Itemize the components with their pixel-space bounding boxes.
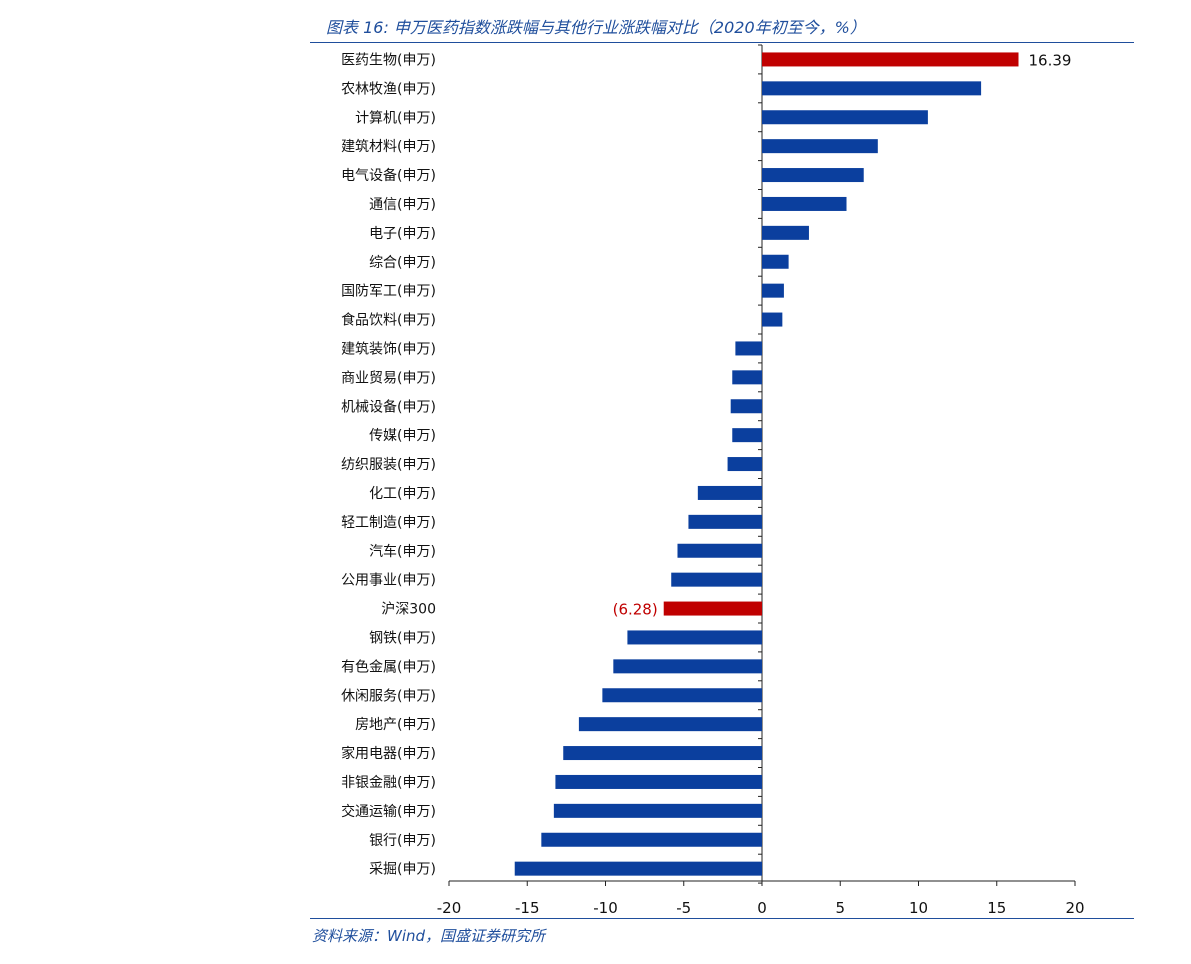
bar xyxy=(762,312,783,327)
x-tick-label: 10 xyxy=(909,899,928,917)
category-label: 传媒(申万) xyxy=(369,428,436,444)
bar xyxy=(732,428,762,443)
x-tick-label: -10 xyxy=(593,899,618,917)
bar xyxy=(762,52,1019,67)
category-label: 轻工制造(申万) xyxy=(341,515,436,531)
bar xyxy=(732,370,762,385)
bar xyxy=(613,659,762,674)
x-tick-label: 0 xyxy=(757,899,767,917)
bar xyxy=(553,803,762,818)
bar xyxy=(677,543,762,558)
bar xyxy=(555,774,762,789)
x-tick-label: 20 xyxy=(1065,899,1084,917)
bar xyxy=(735,341,762,356)
category-label: 房地产(申万) xyxy=(355,717,436,733)
bar xyxy=(514,861,762,876)
category-label: 化工(申万) xyxy=(369,486,436,502)
bar xyxy=(602,688,762,703)
category-label: 计算机(申万) xyxy=(355,110,436,126)
category-label: 银行(申万) xyxy=(369,833,436,849)
category-label: 有色金属(申万) xyxy=(341,658,436,675)
category-label: 建筑材料(申万) xyxy=(341,139,436,155)
bar xyxy=(762,110,928,125)
data-label: 16.39 xyxy=(1029,51,1072,69)
category-label: 沪深300 xyxy=(381,602,436,618)
category-label: 国防军工(申万) xyxy=(341,284,436,300)
x-tick-label: 15 xyxy=(987,899,1006,917)
bar xyxy=(563,746,762,761)
category-label: 建筑装饰(申万) xyxy=(341,341,436,357)
x-tick-label: -15 xyxy=(515,899,540,917)
category-label: 钢铁(申万) xyxy=(369,630,436,646)
bar xyxy=(762,168,864,183)
category-label: 汽车(申万) xyxy=(369,543,436,560)
bar xyxy=(688,514,762,529)
bar xyxy=(762,283,784,298)
category-label: 纺织服装(申万) xyxy=(341,457,436,473)
category-label: 采掘(申万) xyxy=(369,862,436,878)
bottom-rule xyxy=(310,918,1134,919)
data-label: (6.28) xyxy=(613,601,658,619)
bar xyxy=(541,832,762,847)
bar xyxy=(730,399,762,414)
x-tick-label: -20 xyxy=(437,899,462,917)
bar xyxy=(762,139,878,154)
bar xyxy=(627,630,762,645)
category-label: 交通运输(申万) xyxy=(341,803,436,820)
bar xyxy=(727,457,762,472)
x-tick-label: 5 xyxy=(835,899,845,917)
category-label: 农林牧渔(申万) xyxy=(341,81,436,97)
bar xyxy=(578,717,762,732)
bar xyxy=(697,485,762,500)
chart-title: 图表 16: 申万医药指数涨跌幅与其他行业涨跌幅对比（2020年初至今，%） xyxy=(326,18,866,37)
category-label: 医药生物(申万) xyxy=(341,52,436,68)
top-rule xyxy=(310,42,1134,43)
category-label: 通信(申万) xyxy=(369,197,436,213)
bar xyxy=(762,225,809,240)
category-label: 电子(申万) xyxy=(369,226,436,242)
x-tick-label: -5 xyxy=(676,899,691,917)
bar xyxy=(663,601,762,616)
bar xyxy=(671,572,762,587)
bar xyxy=(762,196,847,211)
category-label: 休闲服务(申万) xyxy=(341,688,436,704)
category-label: 综合(申万) xyxy=(369,255,436,271)
bar xyxy=(762,254,789,269)
category-label: 电气设备(申万) xyxy=(341,167,436,184)
source-note: 资料来源：Wind，国盛证券研究所 xyxy=(312,927,546,945)
category-label: 商业贸易(申万) xyxy=(341,370,436,386)
category-label: 食品饮料(申万) xyxy=(341,312,436,329)
category-label: 机械设备(申万) xyxy=(341,398,436,415)
category-label: 公用事业(申万) xyxy=(341,573,436,589)
bar xyxy=(762,81,982,96)
category-label: 家用电器(申万) xyxy=(341,745,436,762)
category-label: 非银金融(申万) xyxy=(341,775,436,791)
